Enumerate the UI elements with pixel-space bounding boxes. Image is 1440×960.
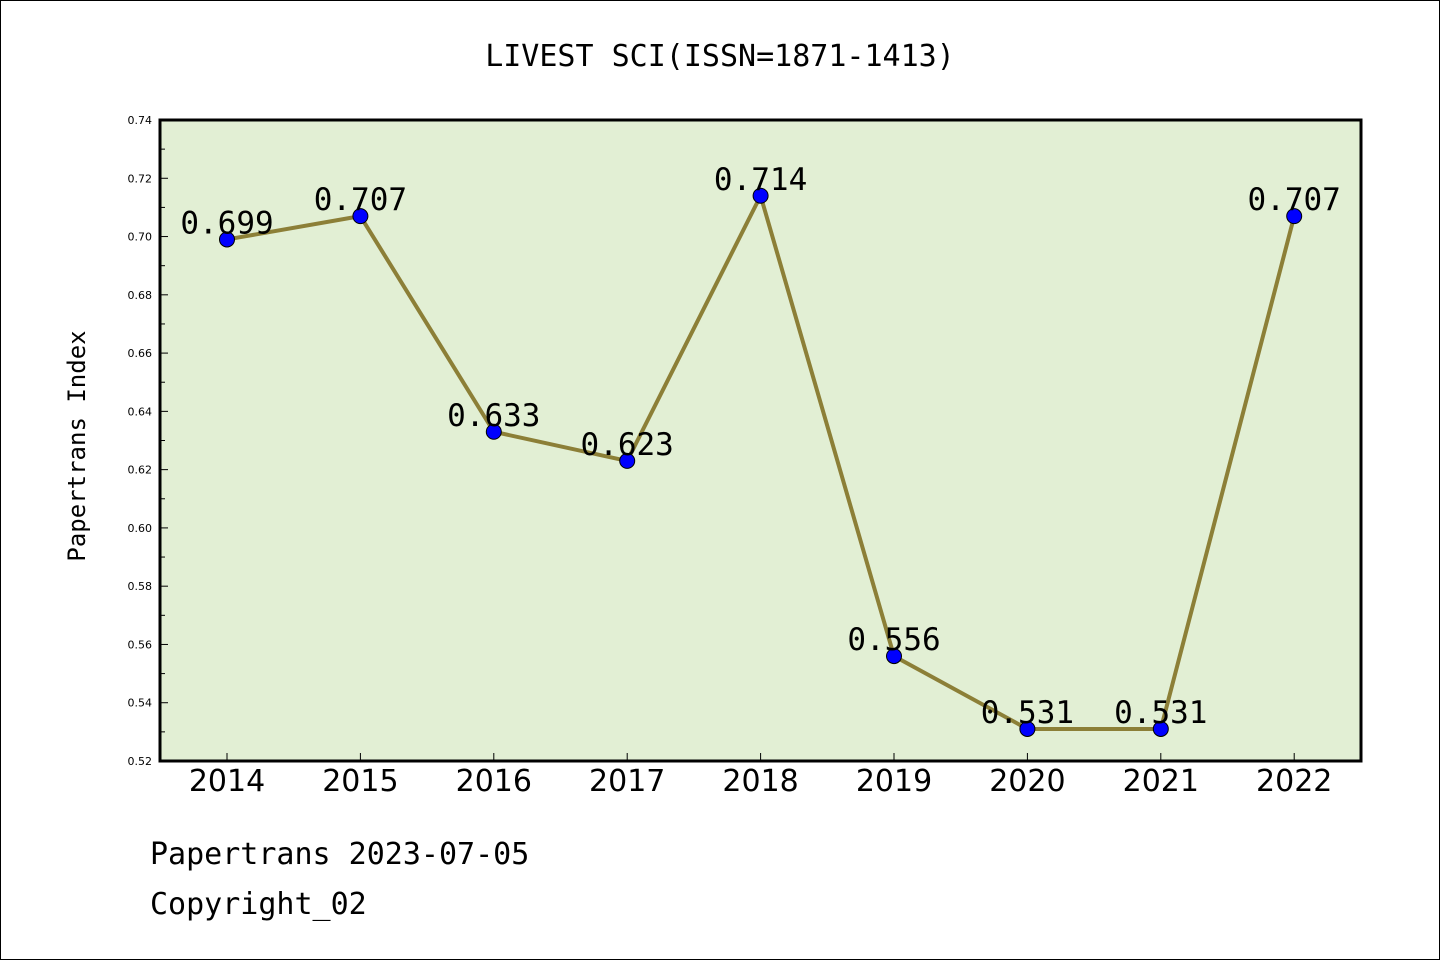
data-label: 0.714 [714, 162, 807, 198]
y-tick-label: 0.58 [128, 580, 153, 593]
data-label: 0.531 [1114, 695, 1207, 731]
data-label: 0.707 [1248, 182, 1341, 218]
footer-source: Papertrans 2023-07-05 [150, 837, 529, 872]
data-point [352, 208, 369, 225]
data-point [619, 452, 636, 469]
x-axis: 2014 2015 2016 2017 2018 2019 2020 2021 2022 [189, 753, 1332, 799]
data-label: 0.633 [447, 398, 540, 434]
data-point [485, 423, 502, 440]
y-tick-label: 0.62 [128, 464, 153, 477]
data-point [752, 187, 769, 204]
y-tick-label: 0.64 [128, 405, 153, 418]
x-tick-label: 2021 [1123, 764, 1199, 799]
y-tick-label: 0.72 [128, 172, 153, 185]
data-label: 0.707 [314, 182, 407, 218]
data-point [1019, 720, 1036, 737]
y-tick-label: 0.52 [128, 755, 153, 768]
y-tick-label: 0.54 [128, 697, 153, 710]
x-tick-label: 2019 [856, 764, 932, 799]
y-tick-label: 0.74 [128, 114, 153, 127]
data-label: 0.556 [847, 622, 940, 658]
footer-copyright: Copyright_02 [150, 887, 367, 922]
y-axis-label: Papertrans Index [63, 330, 91, 561]
y-tick-label: 0.70 [128, 231, 153, 244]
x-tick-label: 2018 [722, 764, 798, 799]
y-tick-label: 0.60 [128, 522, 153, 535]
data-points [219, 187, 1303, 737]
y-axis: 0.52 0.54 0.56 0.58 0.60 0.62 0.64 0.66 0.68 0.70… [128, 114, 168, 768]
data-point [1152, 720, 1169, 737]
data-label: 0.623 [581, 427, 674, 463]
data-point [219, 231, 235, 248]
data-labels: 0.699 0.707 0.633 0.623 0.714 0.556 0.531 0.531… [180, 162, 1341, 731]
data-point [1286, 208, 1303, 225]
data-label: 0.531 [981, 695, 1074, 731]
x-tick-label: 2020 [989, 764, 1065, 799]
chart-title: LIVEST SCI(ISSN=1871-1413) [485, 39, 955, 74]
y-tick-label: 0.68 [128, 289, 153, 302]
plot-area [158, 118, 1363, 763]
y-tick-label: 0.66 [128, 347, 153, 360]
data-label: 0.699 [180, 205, 273, 241]
x-tick-label: 2014 [189, 764, 265, 799]
x-tick-label: 2022 [1256, 764, 1332, 799]
y-tick-label: 0.56 [128, 638, 153, 651]
data-point [886, 648, 902, 665]
x-tick-label: 2015 [322, 764, 398, 799]
x-tick-label: 2016 [456, 764, 532, 799]
x-tick-label: 2017 [589, 764, 665, 799]
